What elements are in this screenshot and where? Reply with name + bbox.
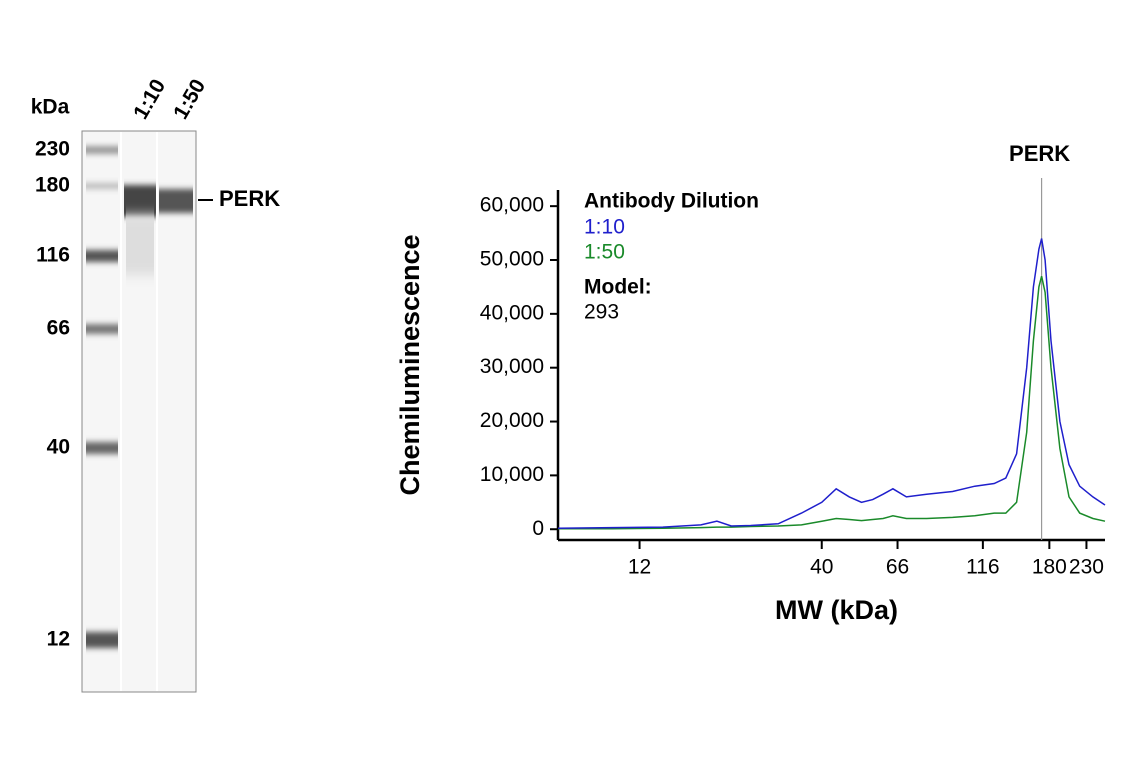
lane-gap (156, 132, 158, 691)
y-tick-label: 0 (532, 517, 544, 540)
blot: kDa 1:10 1:50 230 180 116 66 40 12 PERK (31, 75, 280, 693)
x-tick-label: 40 (810, 556, 833, 579)
model-label: Model: (584, 276, 652, 299)
y-axis-label: Chemiluminescence (395, 234, 425, 495)
marker-label: 40 (47, 436, 70, 459)
y-tick-label: 30,000 (480, 355, 544, 378)
marker-label: 66 (47, 317, 70, 340)
marker-label: 116 (36, 244, 70, 267)
sample-bands (124, 185, 193, 275)
marker-label: 230 (35, 138, 70, 161)
series-line (557, 238, 1106, 529)
lane-label: 1:50 (169, 75, 210, 123)
y-tick-label: 20,000 (480, 409, 544, 432)
model-value: 293 (584, 301, 619, 324)
x-tick-label: 12 (628, 556, 651, 579)
marker-label: 12 (47, 628, 70, 651)
legend-entry: 1:50 (584, 241, 625, 264)
unit-label: kDa (31, 96, 70, 119)
y-tick-label: 10,000 (480, 463, 544, 486)
chart: 0 10,000 20,000 30,000 40,000 50,000 60,000 12 4… (395, 141, 1106, 625)
series-line (558, 276, 1106, 530)
x-tick-label: 230 (1069, 556, 1104, 579)
lane-gap (120, 132, 122, 691)
ladder (86, 146, 118, 648)
y-tick-label: 50,000 (480, 248, 544, 271)
y-tick-label: 60,000 (480, 194, 544, 217)
x-tick-label: 116 (966, 556, 999, 579)
x-tick-label: 180 (1032, 556, 1067, 579)
x-axis-label: MW (kDa) (775, 595, 898, 625)
target-label: PERK (219, 186, 280, 211)
lane-label: 1:10 (129, 75, 170, 123)
marker-label: PERK (1009, 141, 1070, 166)
x-tick-label: 66 (886, 556, 909, 579)
y-tick-label: 40,000 (480, 301, 544, 324)
legend-entry: 1:10 (584, 216, 625, 239)
marker-label: 180 (35, 174, 70, 197)
legend-title: Antibody Dilution (584, 190, 759, 213)
